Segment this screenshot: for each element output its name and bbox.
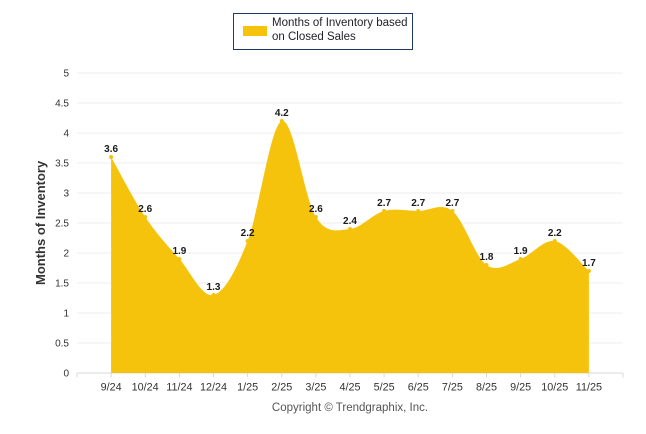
svg-text:12/24: 12/24 (200, 382, 227, 394)
svg-text:1.9: 1.9 (172, 246, 186, 257)
svg-text:5: 5 (63, 69, 69, 80)
svg-text:0.5: 0.5 (55, 339, 69, 350)
svg-text:2.2: 2.2 (241, 228, 255, 239)
svg-text:2/25: 2/25 (271, 382, 292, 394)
svg-text:1.9: 1.9 (514, 246, 528, 257)
svg-text:9/24: 9/24 (101, 382, 122, 394)
svg-text:10/25: 10/25 (541, 382, 568, 394)
svg-text:2.7: 2.7 (377, 198, 391, 209)
svg-text:4: 4 (63, 129, 69, 140)
svg-text:2.7: 2.7 (445, 198, 459, 209)
svg-text:1: 1 (63, 309, 69, 320)
svg-text:11/24: 11/24 (166, 382, 192, 394)
svg-text:2.2: 2.2 (548, 228, 562, 239)
svg-text:4/25: 4/25 (339, 382, 360, 394)
svg-text:3.5: 3.5 (55, 159, 69, 170)
svg-text:3/25: 3/25 (305, 382, 326, 394)
svg-text:5/25: 5/25 (374, 382, 395, 394)
svg-text:3.6: 3.6 (104, 144, 118, 155)
svg-text:0: 0 (63, 369, 69, 380)
svg-text:4.2: 4.2 (275, 108, 289, 119)
svg-text:1.7: 1.7 (582, 258, 596, 269)
svg-text:2: 2 (63, 249, 69, 260)
svg-text:2.6: 2.6 (138, 204, 152, 215)
svg-text:2.7: 2.7 (411, 198, 425, 209)
svg-text:8/25: 8/25 (476, 382, 497, 394)
svg-text:4.5: 4.5 (55, 99, 69, 110)
svg-text:6/25: 6/25 (408, 382, 429, 394)
svg-text:1.8: 1.8 (480, 252, 494, 263)
svg-text:2.4: 2.4 (343, 216, 357, 227)
svg-text:9/25: 9/25 (510, 382, 531, 394)
svg-text:10/24: 10/24 (132, 382, 159, 394)
svg-text:7/25: 7/25 (442, 382, 463, 394)
svg-text:1/25: 1/25 (237, 382, 258, 394)
svg-text:2.6: 2.6 (309, 204, 323, 215)
svg-text:3: 3 (63, 189, 69, 200)
svg-text:2.5: 2.5 (55, 219, 69, 230)
svg-text:11/25: 11/25 (576, 382, 602, 394)
svg-text:1.5: 1.5 (55, 279, 69, 290)
svg-text:1.3: 1.3 (207, 282, 221, 293)
